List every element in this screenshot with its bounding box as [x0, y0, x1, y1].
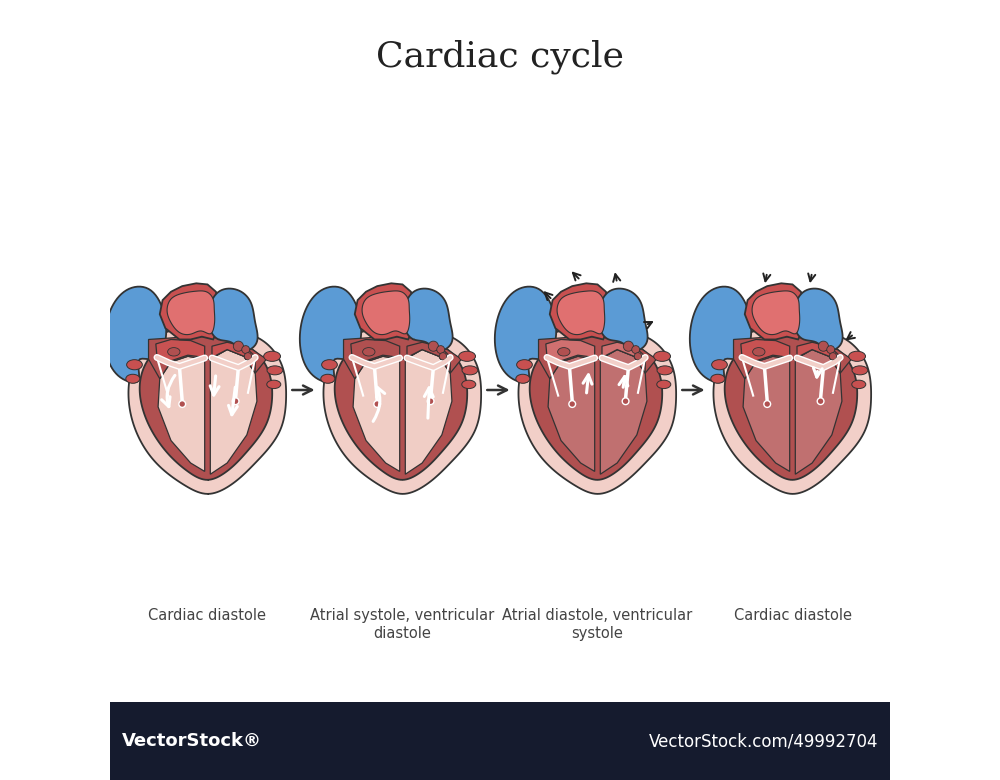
Bar — [110, 702, 890, 780]
Ellipse shape — [127, 360, 142, 370]
Polygon shape — [335, 336, 467, 480]
Ellipse shape — [852, 380, 866, 388]
Text: Atrial systole, ventricular
diastole: Atrial systole, ventricular diastole — [310, 608, 495, 641]
Polygon shape — [690, 286, 751, 382]
Polygon shape — [713, 328, 871, 494]
Circle shape — [569, 401, 576, 407]
Text: Cardiac cycle: Cardiac cycle — [376, 39, 624, 73]
Circle shape — [632, 346, 640, 353]
Polygon shape — [598, 289, 648, 351]
Ellipse shape — [657, 366, 673, 375]
Polygon shape — [351, 339, 400, 361]
Text: VectorStock®: VectorStock® — [122, 732, 262, 750]
Polygon shape — [353, 356, 400, 471]
Circle shape — [623, 341, 633, 351]
Polygon shape — [752, 291, 800, 335]
Polygon shape — [355, 283, 414, 339]
Polygon shape — [495, 286, 556, 382]
Polygon shape — [734, 337, 851, 379]
Ellipse shape — [558, 348, 570, 356]
Circle shape — [427, 398, 434, 405]
Ellipse shape — [657, 380, 671, 388]
Text: Cardiac diastole: Cardiac diastole — [734, 608, 852, 623]
Polygon shape — [323, 328, 481, 494]
Circle shape — [829, 353, 837, 360]
Ellipse shape — [264, 351, 281, 361]
Ellipse shape — [126, 374, 140, 383]
Polygon shape — [793, 289, 843, 351]
Polygon shape — [167, 291, 215, 335]
Polygon shape — [405, 349, 452, 474]
Ellipse shape — [849, 351, 866, 361]
Polygon shape — [208, 289, 258, 351]
Circle shape — [232, 398, 239, 405]
Ellipse shape — [459, 351, 476, 361]
Ellipse shape — [322, 360, 337, 370]
Circle shape — [233, 341, 243, 351]
Polygon shape — [407, 342, 450, 373]
Circle shape — [817, 398, 824, 405]
Polygon shape — [548, 356, 595, 471]
Circle shape — [634, 353, 642, 360]
Polygon shape — [725, 336, 857, 480]
Text: Cardiac diastole: Cardiac diastole — [148, 608, 266, 623]
Polygon shape — [344, 337, 461, 379]
Circle shape — [428, 341, 438, 351]
Circle shape — [439, 353, 447, 360]
Circle shape — [827, 346, 835, 353]
Ellipse shape — [712, 360, 727, 370]
Polygon shape — [743, 356, 790, 471]
Ellipse shape — [462, 380, 476, 388]
Ellipse shape — [517, 360, 532, 370]
Ellipse shape — [363, 348, 375, 356]
Ellipse shape — [267, 380, 281, 388]
Polygon shape — [600, 349, 647, 474]
Polygon shape — [149, 337, 266, 379]
Polygon shape — [602, 342, 645, 373]
Ellipse shape — [852, 366, 868, 375]
Circle shape — [818, 341, 828, 351]
Ellipse shape — [753, 348, 765, 356]
Circle shape — [764, 401, 771, 407]
Text: VectorStock.com/49992704: VectorStock.com/49992704 — [649, 732, 878, 750]
Polygon shape — [745, 283, 804, 339]
Circle shape — [437, 346, 445, 353]
Polygon shape — [550, 283, 609, 339]
Polygon shape — [539, 337, 656, 379]
Polygon shape — [210, 349, 257, 474]
Polygon shape — [105, 286, 166, 382]
Polygon shape — [557, 291, 605, 335]
Polygon shape — [156, 339, 205, 361]
Polygon shape — [140, 336, 272, 480]
Polygon shape — [403, 289, 453, 351]
Polygon shape — [518, 328, 676, 494]
Ellipse shape — [168, 348, 180, 356]
Circle shape — [179, 401, 186, 407]
Polygon shape — [212, 342, 255, 373]
Polygon shape — [546, 339, 595, 361]
Polygon shape — [300, 286, 361, 382]
Polygon shape — [741, 339, 790, 361]
Ellipse shape — [462, 366, 478, 375]
Polygon shape — [160, 283, 219, 339]
Polygon shape — [128, 328, 286, 494]
Polygon shape — [797, 342, 840, 373]
Circle shape — [244, 353, 252, 360]
Circle shape — [242, 346, 250, 353]
Ellipse shape — [267, 366, 283, 375]
Polygon shape — [530, 336, 662, 480]
Polygon shape — [362, 291, 410, 335]
Ellipse shape — [321, 374, 335, 383]
Circle shape — [374, 401, 381, 407]
Ellipse shape — [516, 374, 530, 383]
Polygon shape — [158, 356, 205, 471]
Text: Atrial diastole, ventricular
systole: Atrial diastole, ventricular systole — [502, 608, 693, 641]
Ellipse shape — [654, 351, 671, 361]
Polygon shape — [795, 349, 842, 474]
Circle shape — [622, 398, 629, 405]
Ellipse shape — [711, 374, 725, 383]
